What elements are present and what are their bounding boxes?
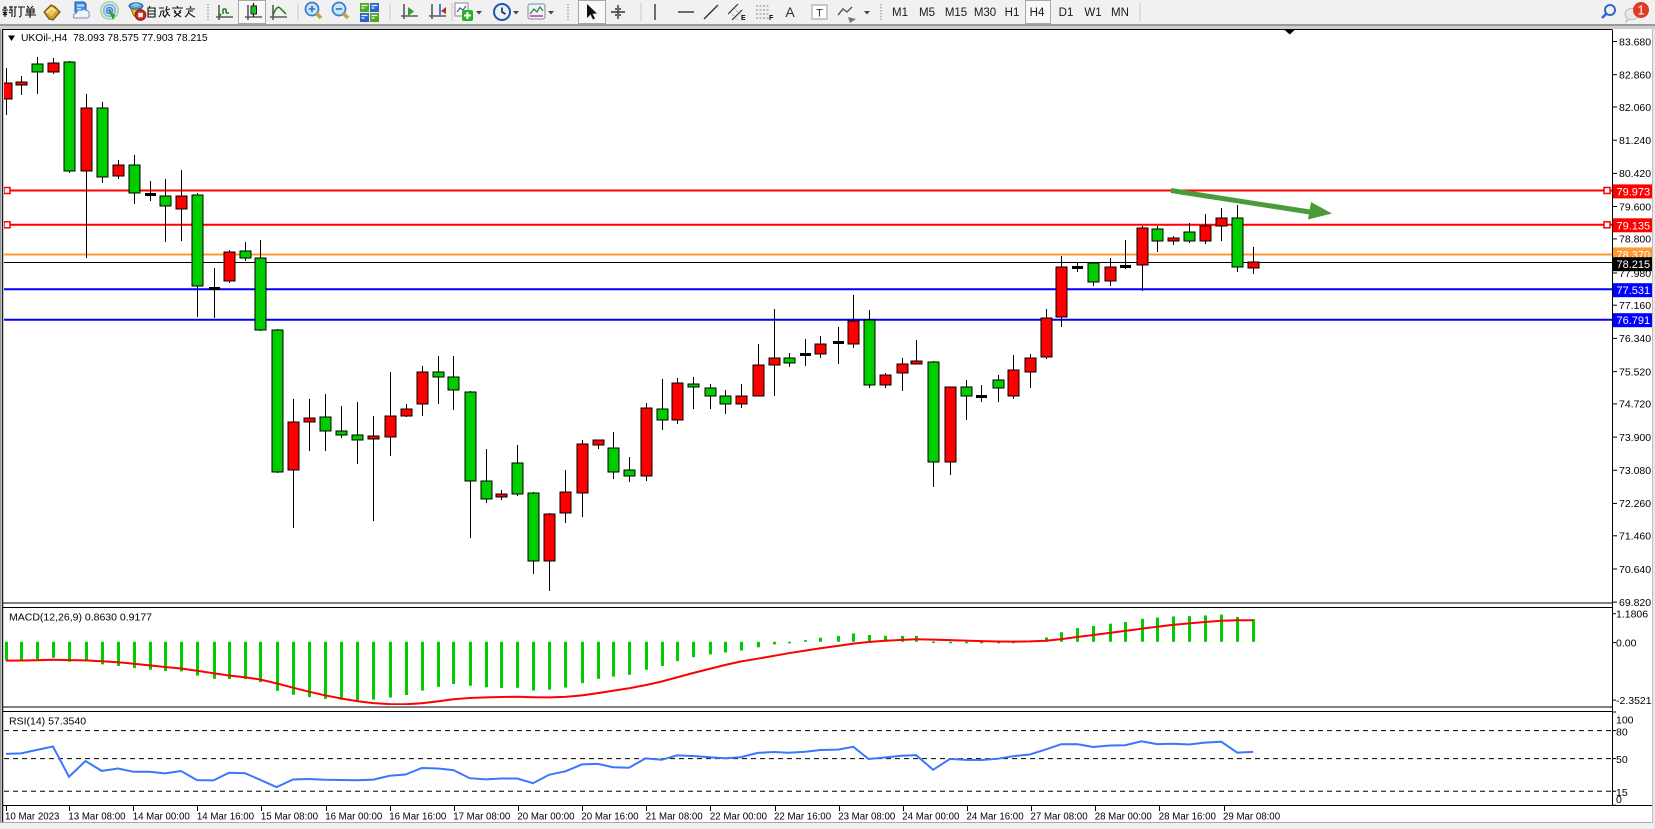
- svg-text:D1: D1: [1059, 7, 1074, 19]
- svg-text:H1: H1: [1005, 7, 1020, 19]
- svg-text:UKOil-,H4 78.093 78.575 77.90: UKOil-,H4 78.093 78.575 77.903 78.215: [21, 33, 208, 44]
- svg-text:E: E: [741, 15, 746, 22]
- svg-text:69.820: 69.820: [1619, 597, 1651, 609]
- svg-text:1: 1: [1638, 4, 1645, 18]
- svg-text:0: 0: [1616, 794, 1622, 806]
- svg-text:17 Mar 08:00: 17 Mar 08:00: [453, 811, 511, 822]
- svg-text:-2.3521: -2.3521: [1616, 695, 1652, 707]
- svg-text:M5: M5: [919, 7, 935, 19]
- svg-text:80.420: 80.420: [1619, 168, 1651, 180]
- svg-text:M15: M15: [945, 7, 967, 19]
- svg-text:20 Mar 16:00: 20 Mar 16:00: [581, 811, 639, 822]
- svg-text:22 Mar 00:00: 22 Mar 00:00: [710, 811, 768, 822]
- svg-text:A: A: [785, 4, 795, 20]
- svg-text:73.080: 73.080: [1619, 465, 1651, 477]
- svg-text:14 Mar 16:00: 14 Mar 16:00: [197, 811, 255, 822]
- svg-text:15: 15: [1616, 787, 1628, 799]
- svg-text:0.00: 0.00: [1616, 637, 1637, 649]
- svg-text:20 Mar 00:00: 20 Mar 00:00: [517, 811, 575, 822]
- svg-text:50: 50: [1616, 754, 1628, 766]
- svg-text:MN: MN: [1111, 7, 1129, 19]
- svg-text:28 Mar 00:00: 28 Mar 00:00: [1095, 811, 1153, 822]
- svg-text:71.460: 71.460: [1619, 531, 1651, 543]
- svg-text:77.160: 77.160: [1619, 300, 1651, 312]
- svg-text:70.640: 70.640: [1619, 564, 1651, 576]
- svg-text:72.260: 72.260: [1619, 498, 1651, 510]
- svg-text:M1: M1: [892, 7, 908, 19]
- svg-text:W1: W1: [1084, 7, 1101, 19]
- svg-text:H4: H4: [1030, 7, 1045, 19]
- svg-text:81.240: 81.240: [1619, 135, 1651, 147]
- svg-text:24 Mar 16:00: 24 Mar 16:00: [967, 811, 1025, 822]
- svg-text:14 Mar 00:00: 14 Mar 00:00: [133, 811, 191, 822]
- svg-text:78.215: 78.215: [1617, 259, 1651, 271]
- svg-text:82.060: 82.060: [1619, 102, 1651, 114]
- svg-text:27 Mar 08:00: 27 Mar 08:00: [1031, 811, 1089, 822]
- svg-text:75.520: 75.520: [1619, 366, 1651, 378]
- svg-text:76.340: 76.340: [1619, 333, 1651, 345]
- svg-text:MACD(12,26,9) 0.8630 0.9177: MACD(12,26,9) 0.8630 0.9177: [9, 612, 152, 624]
- svg-text:24 Mar 00:00: 24 Mar 00:00: [902, 811, 960, 822]
- svg-text:77.531: 77.531: [1617, 285, 1651, 297]
- svg-text:73.900: 73.900: [1619, 432, 1651, 444]
- svg-text:76.791: 76.791: [1617, 315, 1651, 327]
- svg-text:80: 80: [1616, 726, 1628, 738]
- svg-text:16 Mar 00:00: 16 Mar 00:00: [325, 811, 383, 822]
- svg-text:79.973: 79.973: [1617, 186, 1651, 198]
- svg-text:82.860: 82.860: [1619, 70, 1651, 82]
- svg-text:79.600: 79.600: [1619, 201, 1651, 213]
- svg-text:74.720: 74.720: [1619, 399, 1651, 411]
- svg-text:79.135: 79.135: [1617, 220, 1651, 232]
- svg-text:1.1806: 1.1806: [1616, 609, 1648, 621]
- svg-text:21 Mar 08:00: 21 Mar 08:00: [646, 811, 704, 822]
- svg-text:RSI(14) 57.3540: RSI(14) 57.3540: [9, 716, 86, 728]
- svg-text:23 Mar 08:00: 23 Mar 08:00: [838, 811, 896, 822]
- svg-text:78.800: 78.800: [1619, 234, 1651, 246]
- svg-text:T: T: [816, 8, 823, 20]
- svg-text:29 Mar 08:00: 29 Mar 08:00: [1223, 811, 1281, 822]
- svg-text:83.680: 83.680: [1619, 36, 1651, 48]
- svg-text:22 Mar 16:00: 22 Mar 16:00: [774, 811, 832, 822]
- svg-text:28 Mar 16:00: 28 Mar 16:00: [1159, 811, 1217, 822]
- svg-text:M30: M30: [974, 7, 996, 19]
- svg-text:F: F: [769, 15, 774, 22]
- svg-text:16 Mar 16:00: 16 Mar 16:00: [389, 811, 447, 822]
- svg-text:10 Mar 2023: 10 Mar 2023: [5, 811, 59, 822]
- svg-text:100: 100: [1616, 714, 1634, 726]
- svg-text:13 Mar 08:00: 13 Mar 08:00: [68, 811, 126, 822]
- svg-text:15 Mar 08:00: 15 Mar 08:00: [261, 811, 319, 822]
